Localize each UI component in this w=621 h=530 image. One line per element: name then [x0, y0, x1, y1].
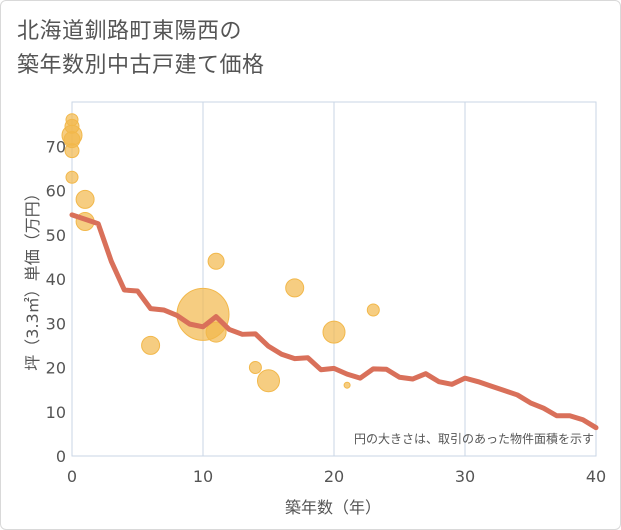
y-tick-label: 30 [46, 314, 66, 333]
data-bubble [141, 335, 161, 355]
x-tick-label: 30 [455, 467, 475, 486]
y-tick-label: 10 [46, 403, 66, 422]
x-axis-label: 築年数（年） [285, 498, 381, 517]
x-tick-label: 20 [324, 467, 344, 486]
data-bubble [205, 321, 227, 343]
y-tick-label: 0 [56, 447, 66, 466]
title-line-2: 築年数別中古戸建て価格 [17, 53, 265, 78]
x-tick-label: 10 [193, 467, 213, 486]
data-bubble [322, 320, 346, 344]
size-note: 円の大きさは、取引のあった物件面積を示す [354, 431, 594, 446]
x-tick-label: 0 [67, 467, 77, 486]
data-bubble [65, 170, 79, 184]
y-tick-label: 60 [46, 182, 66, 201]
y-tick-label: 50 [46, 226, 66, 245]
grid [71, 101, 597, 457]
data-bubble [64, 143, 80, 159]
y-axis-label: 坪（3.3㎡）単価（万円） [23, 185, 42, 370]
ticks: 0 10 20 30 40 0 10 20 30 40 50 60 70 [46, 137, 607, 486]
title-line-1: 北海道釧路町東陽西の [17, 19, 243, 44]
data-bubble [257, 369, 280, 393]
data-bubble [343, 381, 351, 389]
data-bubble [207, 252, 225, 270]
y-tick-label: 20 [46, 359, 66, 378]
data-bubble [248, 361, 262, 374]
data-bubble [366, 303, 380, 317]
x-tick-label: 40 [586, 467, 606, 486]
chart-title: 北海道釧路町東陽西の 築年数別中古戸建て価格 [17, 15, 265, 83]
data-bubble [285, 278, 305, 298]
trend-layer [69, 212, 599, 431]
y-tick-label: 40 [46, 270, 66, 289]
y-tick-label: 70 [46, 137, 66, 156]
data-bubble [75, 189, 95, 209]
trend-line [69, 212, 599, 431]
